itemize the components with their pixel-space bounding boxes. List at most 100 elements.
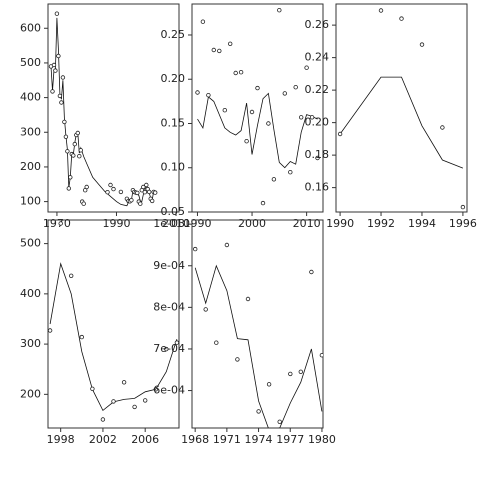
data-point <box>238 69 244 75</box>
y-tick-label: 300 <box>20 337 41 350</box>
data-point <box>72 141 77 147</box>
data-point <box>266 382 272 387</box>
data-point <box>235 357 240 362</box>
x-tick-label: 1970 <box>43 217 71 230</box>
data-point <box>54 11 60 16</box>
data-point <box>66 186 71 191</box>
y-tick-label: 6e-04 <box>153 384 185 397</box>
data-point <box>288 169 293 175</box>
panel-bottom-left: 200 300 400 500 1998 2002 2006 <box>20 219 180 446</box>
data-point <box>135 190 140 196</box>
data-point <box>77 153 82 159</box>
x-tick-label: 2010 <box>293 217 321 230</box>
y-tick-label: 400 <box>20 287 41 300</box>
data-point <box>48 328 53 333</box>
y-tick-label: 300 <box>20 125 41 138</box>
data-point <box>244 138 249 144</box>
data-point <box>337 131 343 137</box>
data-point <box>255 85 260 91</box>
y-tick-label: 600 <box>20 21 41 34</box>
x-tick-label: 1968 <box>181 433 209 446</box>
data-point <box>138 201 143 206</box>
data-point <box>256 409 261 414</box>
data-point <box>206 92 211 98</box>
data-point <box>217 48 222 54</box>
y-tick-label: 0.26 <box>305 18 330 31</box>
data-point <box>277 419 282 424</box>
data-point <box>81 201 86 206</box>
data-point <box>249 109 255 115</box>
plot-frame <box>47 3 180 213</box>
data-point <box>164 346 169 352</box>
data-point <box>71 153 76 158</box>
data-point <box>222 107 227 113</box>
data-point <box>84 184 89 190</box>
x-tick-label: 1974 <box>245 433 273 446</box>
x-tick-label: 1990 <box>326 217 354 230</box>
fitted-line <box>194 264 323 428</box>
data-point <box>233 70 238 76</box>
data-point <box>203 307 208 312</box>
data-point <box>59 100 64 105</box>
x-tick-label: 1996 <box>449 217 477 230</box>
data-point <box>271 177 277 182</box>
x-tick-label: 1994 <box>408 217 436 230</box>
data-point <box>319 353 323 358</box>
data-point <box>460 204 466 210</box>
panel-bottom-middle: 6e-04 7e-04 8e-04 9e-04 1e-03 1968 1971 1974 197… <box>153 217 336 446</box>
y-tick-label: 400 <box>20 91 41 104</box>
y-tick-label: 0.10 <box>161 161 186 174</box>
data-point <box>399 16 404 21</box>
data-point <box>299 115 304 120</box>
x-tick-label: 1980 <box>308 433 336 446</box>
x-tick-label: 1990 <box>102 217 130 230</box>
data-point <box>50 89 55 94</box>
data-point <box>227 41 233 46</box>
data-point <box>111 186 116 192</box>
data-point <box>146 189 152 195</box>
data-point <box>142 398 148 403</box>
data-point <box>100 417 106 422</box>
y-tick-label: 500 <box>20 56 41 69</box>
x-tick-label: 1990 <box>183 217 211 230</box>
x-tick-label: 2000 <box>238 217 266 230</box>
y-tick-label: 8e-04 <box>153 300 185 313</box>
y-tick-label: 0.15 <box>161 116 186 129</box>
data-point <box>174 340 179 345</box>
plot-frame <box>47 219 180 429</box>
x-tick-label: 1992 <box>367 217 395 230</box>
data-point <box>142 189 147 195</box>
data-point <box>260 200 266 206</box>
data-point <box>309 115 315 120</box>
data-point <box>108 182 113 188</box>
y-tick-label: 0.22 <box>305 83 330 96</box>
panel-top-middle: 0.05 0.10 0.15 0.20 0.25 1990 2000 2010 <box>161 3 324 230</box>
data-point <box>75 130 80 136</box>
y-tick-label: 0.16 <box>305 181 330 194</box>
data-point <box>129 197 134 203</box>
data-point <box>200 19 206 24</box>
data-point <box>419 42 425 47</box>
data-point <box>149 198 155 204</box>
data-point <box>315 155 320 161</box>
y-tick-label: 0.20 <box>305 116 330 129</box>
data-point <box>153 387 158 392</box>
data-point <box>282 91 287 96</box>
data-point <box>90 386 95 391</box>
data-point <box>58 221 63 226</box>
fitted-line <box>197 92 318 169</box>
x-tick-label: 1971 <box>213 433 241 446</box>
data-point <box>277 7 282 13</box>
y-tick-label: 100 <box>20 195 41 208</box>
data-point <box>195 90 200 95</box>
data-point <box>118 189 124 195</box>
data-point <box>56 53 61 59</box>
x-tick-label: 1998 <box>47 433 75 446</box>
y-tick-label: 200 <box>20 160 41 173</box>
y-tick-label: 0.20 <box>161 72 186 85</box>
data-point <box>224 242 230 248</box>
panel-top-right: 0.16 0.18 0.20 0.22 0.24 0.26 1990 1992 1994 1996 <box>305 3 477 230</box>
plot-frame <box>335 3 468 213</box>
data-point <box>57 93 63 99</box>
